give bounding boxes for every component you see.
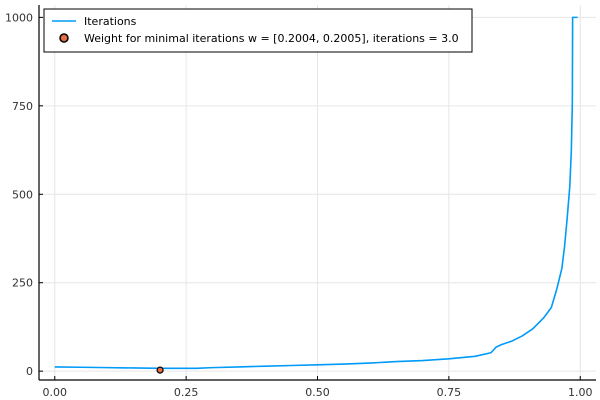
x-tick-label: 0.75 <box>437 386 462 399</box>
x-tick-label: 0.50 <box>305 386 330 399</box>
legend-label-minimal-weight: Weight for minimal iterations w = [0.200… <box>84 32 459 45</box>
legend-marker-swatch <box>59 33 69 43</box>
plot-area <box>54 16 578 374</box>
legend-label-iterations: Iterations <box>84 15 137 28</box>
series-line-iterations <box>54 16 578 370</box>
y-tick-label: 1000 <box>5 11 33 24</box>
y-tick-label: 250 <box>12 277 33 290</box>
grid-lines <box>39 5 596 380</box>
axes <box>38 5 596 381</box>
y-tick-label: 500 <box>12 188 33 201</box>
legend-box <box>43 8 473 53</box>
y-tick-label: 750 <box>12 100 33 113</box>
x-tick-label: 0.25 <box>174 386 199 399</box>
tick-labels: 0.00 0.25 0.50 0.75 1.00 0 250 500 750 1000 <box>5 11 592 399</box>
minimal-iteration-point <box>156 366 164 374</box>
x-tick-label: 0.00 <box>43 386 68 399</box>
legend: Iterations Weight for minimal iterations… <box>43 8 473 53</box>
y-tick-label: 0 <box>26 365 33 378</box>
x-tick-label: 1.00 <box>568 386 593 399</box>
